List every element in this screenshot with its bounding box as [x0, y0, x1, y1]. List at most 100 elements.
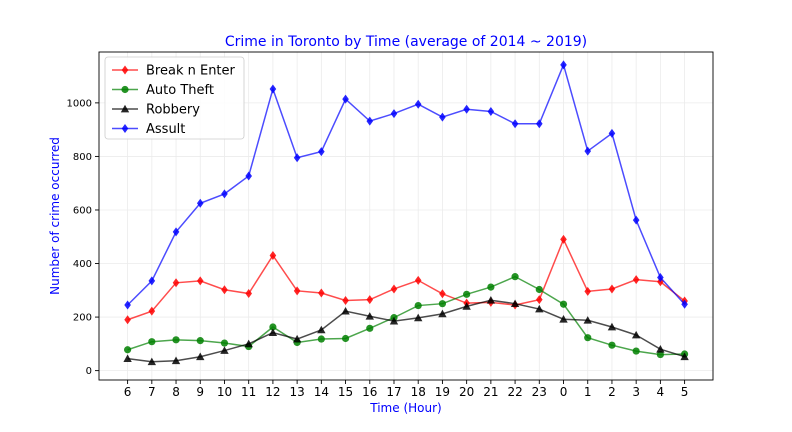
- data-point: [438, 309, 447, 318]
- data-point: [220, 346, 229, 354]
- data-point: [148, 338, 156, 346]
- data-point: [124, 315, 131, 325]
- data-point: [656, 345, 665, 353]
- data-point: [366, 324, 374, 332]
- data-point: [535, 285, 543, 294]
- x-tick-label: 0: [560, 385, 568, 399]
- data-point: [366, 116, 374, 126]
- data-point: [172, 278, 180, 288]
- data-point: [124, 346, 132, 354]
- data-point: [147, 357, 157, 366]
- data-point: [196, 198, 204, 208]
- data-point: [221, 285, 228, 295]
- x-tick-label: 8: [172, 385, 180, 399]
- data-point: [559, 315, 568, 323]
- data-point: [487, 283, 495, 291]
- data-point: [318, 288, 325, 298]
- data-point: [269, 250, 277, 260]
- data-point: [196, 276, 204, 286]
- y-tick-label: 800: [73, 152, 92, 163]
- x-tick-label: 2: [608, 385, 616, 399]
- data-point: [293, 286, 301, 296]
- series-line: [127, 275, 685, 356]
- x-tick-label: 19: [435, 385, 450, 399]
- data-point: [632, 275, 640, 285]
- data-point: [196, 352, 205, 361]
- x-tick-label: 18: [411, 385, 426, 399]
- data-point: [511, 119, 519, 129]
- y-tick-label: 400: [73, 259, 92, 270]
- x-tick-label: 11: [241, 385, 256, 399]
- x-tick-label: 23: [532, 385, 547, 399]
- data-point: [439, 289, 446, 299]
- data-point: [583, 316, 592, 324]
- data-point: [245, 289, 252, 299]
- y-axis-label: Number of crime occurred: [48, 137, 62, 295]
- data-point: [414, 275, 422, 285]
- data-point: [172, 336, 180, 344]
- data-point: [342, 295, 349, 305]
- x-tick-label: 10: [217, 385, 232, 399]
- data-point: [317, 325, 326, 334]
- data-point: [341, 334, 350, 343]
- y-tick-label: 200: [73, 313, 92, 324]
- series-line: [127, 299, 685, 363]
- data-point: [439, 112, 446, 122]
- x-tick-label: 1: [584, 385, 592, 399]
- legend: Break n Enter Auto Theft Robbery Assult: [104, 56, 245, 140]
- x-tick-label: 7: [148, 385, 156, 399]
- data-point: [148, 306, 156, 316]
- series-robbery: [123, 296, 689, 366]
- x-tick-label: 5: [681, 385, 689, 399]
- data-point: [584, 334, 592, 342]
- data-point: [342, 94, 349, 104]
- data-point: [463, 290, 471, 298]
- legend-label: Assult: [146, 122, 185, 137]
- data-point: [268, 328, 278, 336]
- series-layer: [123, 60, 689, 366]
- data-point: [632, 215, 640, 225]
- data-point: [341, 306, 350, 315]
- legend-marker: [121, 65, 129, 75]
- chart-title: Crime in Toronto by Time (average of 201…: [225, 34, 587, 50]
- data-point: [221, 189, 228, 199]
- series-line: [127, 237, 686, 321]
- x-tick-label: 15: [338, 385, 353, 399]
- data-point: [608, 284, 616, 294]
- grid: [99, 52, 713, 380]
- data-point: [656, 350, 664, 359]
- data-point: [560, 60, 567, 70]
- legend-marker: [120, 104, 130, 113]
- legend-label: Break n Enter: [146, 64, 236, 79]
- data-point: [560, 234, 567, 244]
- x-tick-label: 14: [314, 385, 329, 399]
- data-point: [510, 299, 520, 308]
- y-axis-ticks: 0 200 400 600 800 1000: [67, 98, 99, 377]
- legend-box: [104, 56, 245, 140]
- x-tick-label: 4: [657, 385, 665, 399]
- legend-label: Auto Theft: [146, 83, 214, 98]
- data-point: [608, 128, 616, 138]
- data-point: [608, 341, 616, 349]
- x-tick-label: 9: [196, 385, 204, 399]
- y-tick-label: 0: [86, 366, 92, 377]
- x-tick-label: 12: [265, 385, 280, 399]
- x-tick-label: 6: [124, 385, 132, 399]
- data-point: [680, 352, 689, 361]
- x-tick-label: 16: [362, 385, 377, 399]
- y-tick-label: 600: [73, 205, 92, 216]
- data-point: [414, 301, 422, 310]
- data-point: [245, 171, 252, 181]
- legend-label: Robbery: [146, 103, 200, 118]
- y-tick-label: 1000: [67, 98, 92, 109]
- data-point: [293, 153, 301, 163]
- data-point: [390, 284, 398, 294]
- data-point: [123, 354, 132, 362]
- data-point: [366, 295, 374, 305]
- data-point: [172, 227, 180, 237]
- data-point: [632, 347, 640, 355]
- plot-frame: [98, 51, 714, 381]
- data-point: [414, 99, 422, 109]
- data-point: [389, 316, 399, 325]
